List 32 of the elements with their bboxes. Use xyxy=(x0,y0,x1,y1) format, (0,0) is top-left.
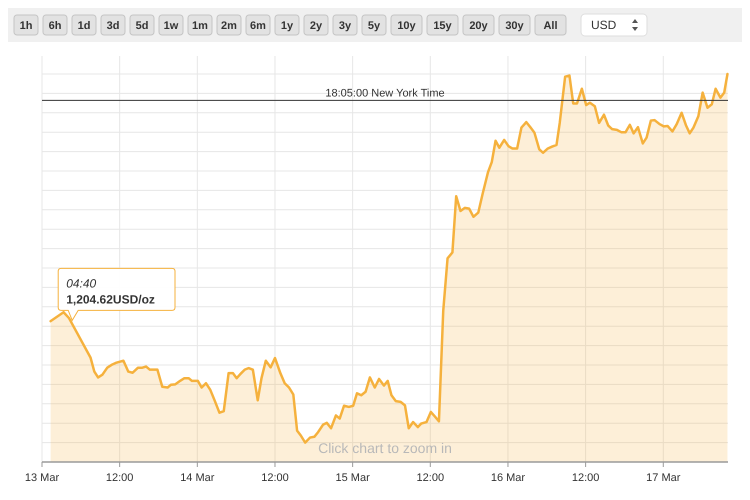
x-tick-label: 16 Mar xyxy=(490,472,526,484)
button[interactable]: 20y xyxy=(462,14,494,36)
button[interactable]: 10y xyxy=(390,14,422,36)
button[interactable]: 6h xyxy=(42,14,68,36)
x-tick-label: 12:00 xyxy=(106,472,134,484)
button[interactable]: 1w xyxy=(158,14,184,36)
button[interactable]: 1h xyxy=(14,14,38,36)
button[interactable]: 30y xyxy=(498,14,530,36)
annotation: 04:40 xyxy=(66,276,97,290)
button[interactable]: All xyxy=(534,14,566,36)
button[interactable]: 5y xyxy=(362,14,386,36)
x-tick-label: 15 Mar xyxy=(336,472,370,484)
button[interactable]: 1m xyxy=(188,14,212,36)
x-tick-label: 14 Mar xyxy=(180,472,215,484)
button[interactable]: 6m xyxy=(246,14,270,36)
select[interactable]: USD xyxy=(580,14,648,36)
x-tick-label: 17 Mar xyxy=(646,472,681,484)
button[interactable]: 3d xyxy=(100,14,126,36)
button[interactable]: 2m xyxy=(216,14,242,36)
button[interactable]: 3y xyxy=(332,14,358,36)
x-tick-label: 12:00 xyxy=(416,472,444,484)
annotation: 18:05:00 New York Time xyxy=(325,87,445,100)
annotation: Click chart to zoom in xyxy=(318,440,452,456)
button[interactable]: 1y xyxy=(274,14,300,36)
button[interactable]: 1d xyxy=(72,14,96,36)
x-tick-label: 12:00 xyxy=(572,472,600,484)
annotation: 1,204.62USD/oz xyxy=(66,292,155,306)
button[interactable]: 5d xyxy=(130,14,154,36)
x-tick-label: 12:00 xyxy=(261,472,289,484)
button[interactable]: 15y xyxy=(426,14,458,36)
x-tick-label: 13 Mar xyxy=(24,472,60,484)
button[interactable]: 2y xyxy=(304,14,328,36)
